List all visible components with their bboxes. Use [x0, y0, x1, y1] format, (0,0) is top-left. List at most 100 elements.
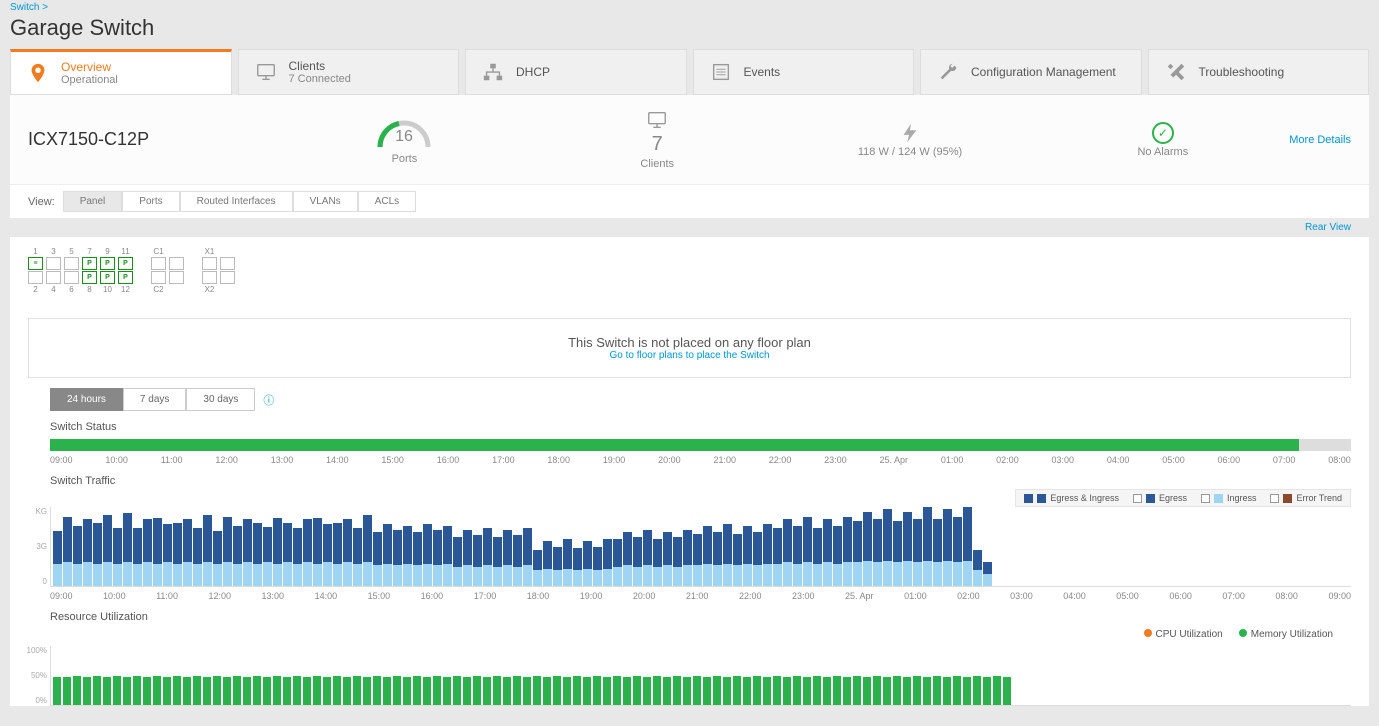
time-tab-24-hours[interactable]: 24 hours [50, 388, 123, 411]
main-tabs: OverviewOperationalClients7 ConnectedDHC… [0, 49, 1379, 95]
view-tab-panel[interactable]: Panel [63, 191, 123, 212]
traffic-bar [263, 507, 272, 586]
port[interactable] [28, 271, 43, 284]
y-tick: KG [35, 507, 47, 516]
ports-value: 16 [396, 128, 414, 145]
util-bar [703, 646, 712, 705]
port[interactable]: P [100, 257, 115, 270]
traffic-bar [333, 507, 342, 586]
legend-item[interactable]: Error Trend [1270, 493, 1342, 503]
view-tab-routed-interfaces[interactable]: Routed Interfaces [180, 191, 293, 212]
port[interactable] [220, 257, 235, 270]
port[interactable] [64, 257, 79, 270]
util-bar [523, 646, 532, 705]
traffic-bar [443, 507, 452, 586]
axis-tick: 13:00 [262, 591, 285, 601]
tab-clients[interactable]: Clients7 Connected [238, 49, 460, 95]
port[interactable] [151, 257, 166, 270]
axis-tick: 20:00 [658, 455, 681, 465]
util-bar [963, 646, 972, 705]
util-bar [133, 646, 142, 705]
legend-item[interactable]: Ingress [1201, 493, 1257, 503]
traffic-bar [93, 507, 102, 586]
tab-overview[interactable]: OverviewOperational [10, 49, 232, 95]
traffic-bar [513, 507, 522, 586]
y-tick: 100% [27, 646, 47, 655]
util-bar [253, 646, 262, 705]
port[interactable] [151, 271, 166, 284]
port[interactable]: ≡ [28, 257, 43, 270]
traffic-bar [833, 507, 842, 586]
util-bar [733, 646, 742, 705]
port[interactable] [46, 271, 61, 284]
traffic-bar [673, 507, 682, 586]
port[interactable] [46, 257, 61, 270]
port[interactable] [64, 271, 79, 284]
port[interactable]: P [118, 257, 133, 270]
port[interactable] [202, 271, 217, 284]
breadcrumb-parent[interactable]: Switch > [10, 2, 48, 13]
view-tab-vlans[interactable]: VLANs [293, 191, 358, 212]
floorplan-link[interactable]: Go to floor plans to place the Switch [45, 350, 1334, 361]
axis-tick: 14:00 [326, 455, 349, 465]
tab-troubleshooting[interactable]: Troubleshooting [1148, 49, 1370, 95]
port[interactable]: P [100, 271, 115, 284]
time-tab-7-days[interactable]: 7 days [123, 388, 186, 411]
util-bar [323, 646, 332, 705]
traffic-bar [133, 507, 142, 586]
util-bar [723, 646, 732, 705]
util-bar [643, 646, 652, 705]
tab-events[interactable]: Events [693, 49, 915, 95]
util-bar [1003, 646, 1012, 705]
util-bar [673, 646, 682, 705]
more-details-link[interactable]: More Details [1289, 134, 1351, 146]
traffic-bar [623, 507, 632, 586]
time-tab-30-days[interactable]: 30 days [186, 388, 255, 411]
traffic-bar [393, 507, 402, 586]
axis-tick: 05:00 [1162, 455, 1185, 465]
axis-tick: 22:00 [769, 455, 792, 465]
y-tick: 3G [36, 542, 47, 551]
port-label: 10 [100, 285, 115, 294]
tools-icon [1163, 59, 1189, 85]
traffic-bar [563, 507, 572, 586]
util-bar [473, 646, 482, 705]
clients-value: 7 [652, 133, 663, 156]
check-icon: ✓ [1152, 122, 1174, 144]
tab-configuration-management[interactable]: Configuration Management [920, 49, 1142, 95]
port[interactable]: P [118, 271, 133, 284]
floorplan-msg: This Switch is not placed on any floor p… [45, 335, 1334, 350]
axis-tick: 15:00 [368, 591, 391, 601]
port[interactable] [169, 271, 184, 284]
legend-item[interactable]: Egress & Ingress [1024, 493, 1119, 503]
port[interactable] [202, 257, 217, 270]
traffic-bar [243, 507, 252, 586]
port[interactable] [220, 271, 235, 284]
axis-tick: 09:00 [50, 455, 73, 465]
tab-title: Overview [61, 60, 118, 74]
alarms-text: No Alarms [1137, 146, 1188, 158]
util-bar [853, 646, 862, 705]
traffic-bar [383, 507, 392, 586]
view-tab-acls[interactable]: ACLs [358, 191, 416, 212]
legend-item[interactable]: Egress [1133, 493, 1187, 503]
traffic-bar [313, 507, 322, 586]
traffic-bar [193, 507, 202, 586]
port[interactable] [169, 257, 184, 270]
axis-tick: 18:00 [527, 591, 550, 601]
axis-tick: 19:00 [603, 455, 626, 465]
traffic-bar [773, 507, 782, 586]
tab-dhcp[interactable]: DHCP [465, 49, 687, 95]
axis-tick: 06:00 [1169, 591, 1192, 601]
rear-view-link[interactable]: Rear View [1305, 222, 1351, 233]
util-bar [173, 646, 182, 705]
view-tab-ports[interactable]: Ports [122, 191, 179, 212]
port[interactable]: P [82, 271, 97, 284]
port[interactable]: P [82, 257, 97, 270]
axis-tick: 09:00 [1328, 591, 1351, 601]
util-bar [983, 646, 992, 705]
traffic-bar [843, 507, 852, 586]
info-icon[interactable]: ⓘ [263, 392, 274, 408]
util-bar [763, 646, 772, 705]
util-bar [613, 646, 622, 705]
